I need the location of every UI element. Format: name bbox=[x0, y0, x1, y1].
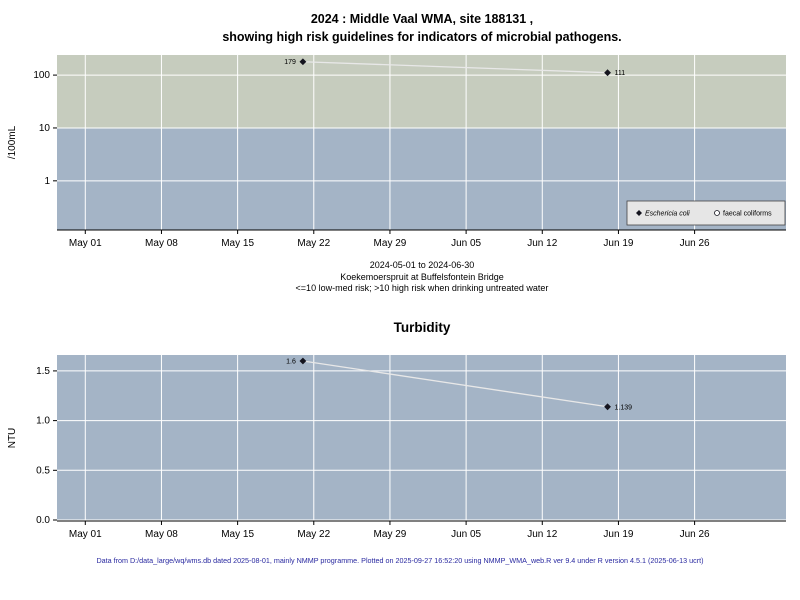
x-tick-label: Jun 12 bbox=[527, 529, 557, 540]
data-point-label: 1.6 bbox=[286, 358, 296, 365]
data-point-marker bbox=[636, 210, 642, 216]
y-tick-label: 0.0 bbox=[36, 515, 50, 526]
series-line bbox=[302, 61, 608, 74]
x-tick-label: May 22 bbox=[297, 238, 330, 249]
data-point-label: 111 bbox=[615, 70, 626, 77]
title-line-1: 2024 : Middle Vaal WMA, site 188131 , bbox=[310, 12, 534, 26]
turbidity-chart: May 01 May 08 May 15 May 22 May 29 Jun 05 Jun … bbox=[7, 355, 786, 540]
microbial-pathogens-chart: May 01 May 08 May 15 May 22 May 29 Jun 05 Jun … bbox=[7, 55, 786, 249]
data-point-marker bbox=[604, 69, 611, 77]
y-tick-label: 0.5 bbox=[36, 465, 50, 476]
x-tick-label: Jun 05 bbox=[451, 238, 481, 249]
x-tick-label: Jun 26 bbox=[680, 238, 710, 249]
high-risk-band bbox=[57, 55, 786, 128]
turbidity-title: Turbidity bbox=[393, 320, 451, 335]
title-line-2: showing high risk guidelines for indicat… bbox=[222, 30, 622, 44]
x-tick-label: Jun 19 bbox=[603, 238, 633, 249]
main-chart-title: 2024 : Middle Vaal WMA, site 188131 , sh… bbox=[42, 10, 800, 46]
data-point-label: 1.139 bbox=[615, 404, 633, 411]
caption-site-name: Koekemoerspruit at Buffelsfontein Bridge bbox=[340, 271, 504, 282]
y-tick-label: 100 bbox=[33, 70, 50, 81]
data-point-marker bbox=[299, 357, 307, 365]
data-point-marker bbox=[299, 58, 307, 66]
y-axis-title: /100mL bbox=[7, 125, 18, 159]
x-tick-label: May 01 bbox=[69, 529, 102, 540]
x-tick-label: Jun 05 bbox=[451, 529, 481, 540]
y-tick-label: 1 bbox=[44, 176, 50, 187]
x-tick-label: Jun 12 bbox=[527, 238, 557, 249]
x-tick-label: May 08 bbox=[145, 238, 178, 249]
x-tick-label: May 15 bbox=[221, 238, 254, 249]
x-tick-label: May 01 bbox=[69, 238, 102, 249]
plot-background bbox=[57, 355, 786, 521]
chart-caption: 2024-05-01 to 2024-06-30 Koekemoerspruit… bbox=[42, 260, 800, 295]
series-line bbox=[302, 360, 608, 408]
x-tick-label: May 22 bbox=[297, 529, 330, 540]
x-tick-label: May 08 bbox=[145, 529, 178, 540]
caption-date-range: 2024-05-01 to 2024-06-30 bbox=[369, 260, 475, 270]
legend-marker-open-circle bbox=[714, 210, 720, 216]
legend: Eschericia coli faecal coliforms bbox=[626, 200, 786, 226]
x-tick-label: Jun 19 bbox=[603, 529, 633, 540]
y-tick-label: 1.5 bbox=[36, 366, 50, 377]
x-tick-label: Jun 26 bbox=[680, 529, 710, 540]
footer-note: Data from D:/data_large/wq/wms.db dated … bbox=[96, 556, 704, 565]
legend-label: faecal coliforms bbox=[723, 211, 772, 218]
y-axis-title: NTU bbox=[7, 428, 18, 449]
x-tick-label: May 15 bbox=[221, 529, 254, 540]
x-tick-label: May 29 bbox=[374, 238, 407, 249]
data-point-label: 179 bbox=[284, 59, 296, 66]
caption-risk-note: <=10 low-med risk; >10 high risk when dr… bbox=[295, 283, 549, 293]
x-tick-label: May 29 bbox=[374, 529, 407, 540]
y-tick-label: 1.0 bbox=[36, 416, 50, 427]
legend-label: Eschericia coli bbox=[645, 211, 690, 218]
y-tick-label: 10 bbox=[39, 123, 51, 134]
legend-box bbox=[626, 200, 786, 226]
